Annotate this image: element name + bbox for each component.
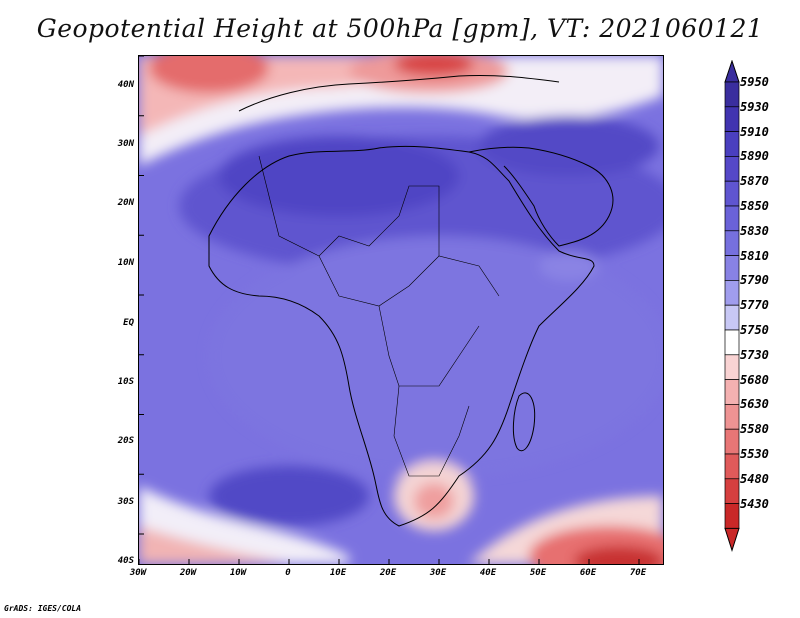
lat-label-20n: 20N [117, 198, 134, 208]
colorbar-level-label: 5790 [740, 273, 769, 288]
colorbar-level-label: 5430 [740, 496, 769, 511]
colorbar-box [724, 106, 740, 132]
colorbar-max-arrow [724, 60, 740, 83]
colorbar-box [724, 404, 740, 430]
colorbar-box [724, 180, 740, 207]
lon-label-20w: 20W [179, 568, 197, 578]
colorbar-level-label: 5750 [740, 323, 769, 337]
lon-label-0: 0 [285, 568, 291, 578]
colorbar-box [724, 503, 740, 529]
height-field [139, 56, 663, 564]
lat-label-10n: 10N [117, 258, 134, 268]
colorbar-box [724, 81, 740, 108]
colorbar-level-label: 5580 [740, 422, 769, 437]
lat-label-10s: 10S [117, 377, 134, 387]
colorbar-level-label: 5770 [740, 298, 769, 313]
colorbar-level-label: 5890 [740, 149, 769, 164]
country-borders [258, 155, 500, 477]
lon-label-70e: 70E [629, 568, 647, 578]
colorbar-box [724, 205, 740, 232]
colorbar-box [724, 230, 740, 256]
map-plot-area [138, 55, 664, 565]
lon-label-50e: 50E [529, 568, 547, 578]
colorbar-level-label: 5950 [740, 75, 769, 89]
lat-label-40s: 40S [117, 556, 134, 566]
colorbar-box [724, 379, 740, 405]
colorbar-level-label: 5680 [740, 372, 769, 387]
colorbar-box [724, 329, 740, 356]
lon-label-20e: 20E [379, 568, 397, 578]
lat-label-eq: EQ [123, 318, 134, 328]
colorbar-level-label: 5930 [740, 99, 769, 114]
lat-label-30n: 30N [117, 139, 134, 149]
lon-label-10e: 10E [329, 568, 347, 578]
lat-label-40n: 40N [117, 80, 134, 90]
lon-label-10w: 10W [229, 568, 247, 578]
lat-label-30s: 30S [117, 497, 134, 507]
lon-label-30e: 30E [429, 568, 447, 578]
colorbar-level-label: 5730 [740, 347, 769, 362]
lon-label-60e: 60E [579, 568, 597, 578]
lon-label-30w: 30W [129, 568, 147, 578]
lon-label-40e: 40E [479, 568, 497, 578]
colorbar-box [724, 156, 740, 182]
colorbar-level-label: 5830 [740, 223, 769, 238]
chart-title: Geopotential Height at 500hPa [gpm], VT:… [36, 14, 764, 43]
colorbar-box [724, 478, 740, 504]
map-grid [139, 56, 640, 564]
colorbar-box [724, 428, 740, 455]
colorbar-box [724, 280, 740, 306]
colorbar [724, 60, 740, 553]
coastlines [208, 74, 614, 527]
colorbar-level-label: 5630 [740, 397, 769, 412]
colorbar-box [724, 255, 740, 281]
credit-text: GrADS: IGES/COLA [4, 604, 82, 613]
colorbar-level-label: 5850 [740, 199, 769, 213]
colorbar-level-label: 5530 [740, 447, 769, 461]
colorbar-level-label: 5480 [740, 471, 769, 486]
colorbar-box [724, 131, 740, 157]
colorbar-box [724, 354, 740, 380]
colorbar-box [724, 304, 740, 331]
colorbar-level-label: 5870 [740, 174, 769, 189]
colorbar-level-label: 5910 [740, 124, 769, 139]
colorbar-level-label: 5810 [740, 248, 769, 263]
colorbar-box [724, 453, 740, 480]
colorbar-min-arrow [724, 527, 740, 553]
lat-label-20s: 20S [117, 436, 134, 446]
